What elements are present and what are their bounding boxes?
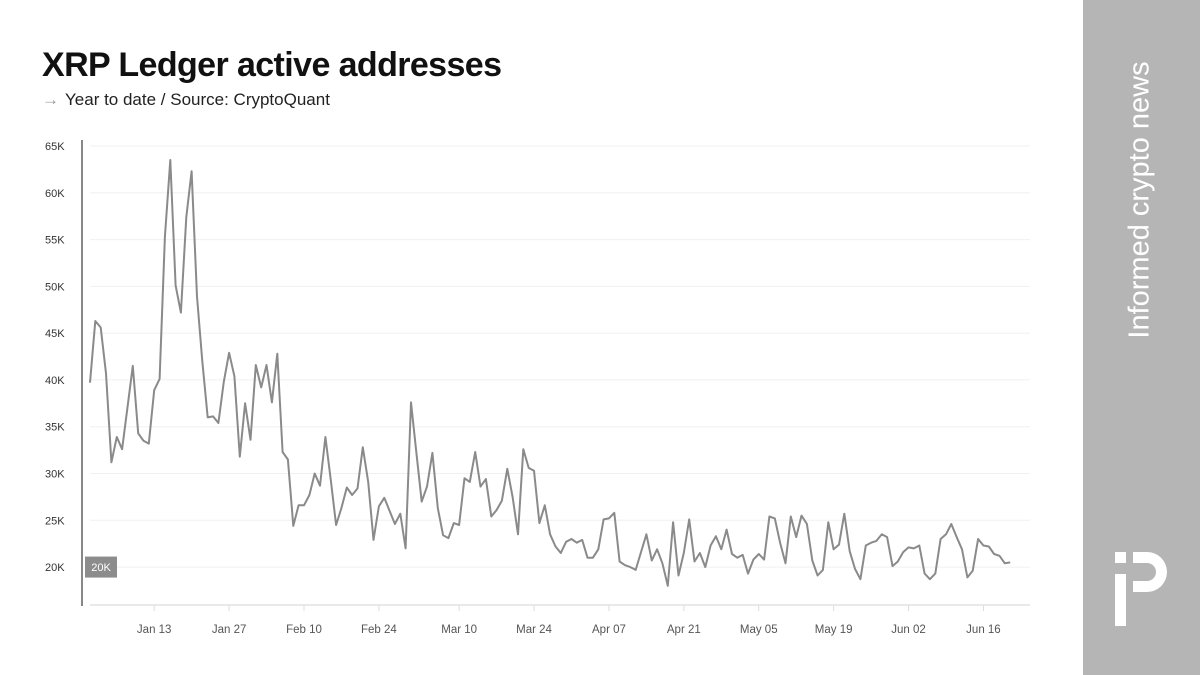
chart-subtitle: → Year to date / Source: CryptoQuant <box>42 90 330 110</box>
x-tick-label: Mar 10 <box>441 624 477 636</box>
y-tick-label: 45K <box>45 328 65 340</box>
x-tick-label: Apr 21 <box>667 624 701 636</box>
arrow-right-icon: → <box>42 90 59 109</box>
x-tick-label: Jan 27 <box>212 624 247 636</box>
y-tick-label: 35K <box>45 422 65 434</box>
subtitle-text: Year to date / Source: CryptoQuant <box>65 90 330 109</box>
y-tick-label: 30K <box>45 469 65 481</box>
y-hover-label-text: 20K <box>91 562 111 574</box>
x-tick-label: Jan 13 <box>137 624 172 636</box>
x-tick-label: May 05 <box>740 624 778 636</box>
x-tick-label: Feb 10 <box>286 624 322 636</box>
x-tick-label: May 19 <box>815 624 853 636</box>
gridlines <box>90 145 1030 568</box>
x-tick-label: Jun 16 <box>966 624 1001 636</box>
x-axis-labels: Jan 13 Jan 27 Feb 10 Feb 24 Mar 10 Mar 24 Apr … <box>137 605 1001 636</box>
y-axis-labels: 65K 60K 55K 50K 45K 40K 35K 30K 25K 20K <box>45 141 65 574</box>
y-tick-label: 20K <box>45 562 65 574</box>
brand-tagline: Informed crypto news <box>1123 61 1156 339</box>
x-tick-label: Feb 24 <box>361 624 397 636</box>
series-line <box>89 159 1011 587</box>
y-hover-label: 20K <box>85 556 117 578</box>
chart-title: XRP Ledger active addresses <box>42 46 502 84</box>
x-tick-label: Jun 02 <box>891 624 926 636</box>
y-tick-label: 55K <box>45 235 65 247</box>
y-tick-label: 60K <box>45 188 65 200</box>
brand-sidebar: Informed crypto news <box>1083 0 1200 675</box>
x-tick-label: Apr 07 <box>592 624 626 636</box>
y-hover-label-box <box>85 556 117 578</box>
data-points <box>89 160 1011 586</box>
y-tick-label: 40K <box>45 375 65 387</box>
brand-logo <box>1115 552 1167 626</box>
y-tick-label: 65K <box>45 141 65 153</box>
x-tick-label: Mar 24 <box>516 624 552 636</box>
y-tick-label: 50K <box>45 281 65 293</box>
y-tick-label: 25K <box>45 515 65 527</box>
